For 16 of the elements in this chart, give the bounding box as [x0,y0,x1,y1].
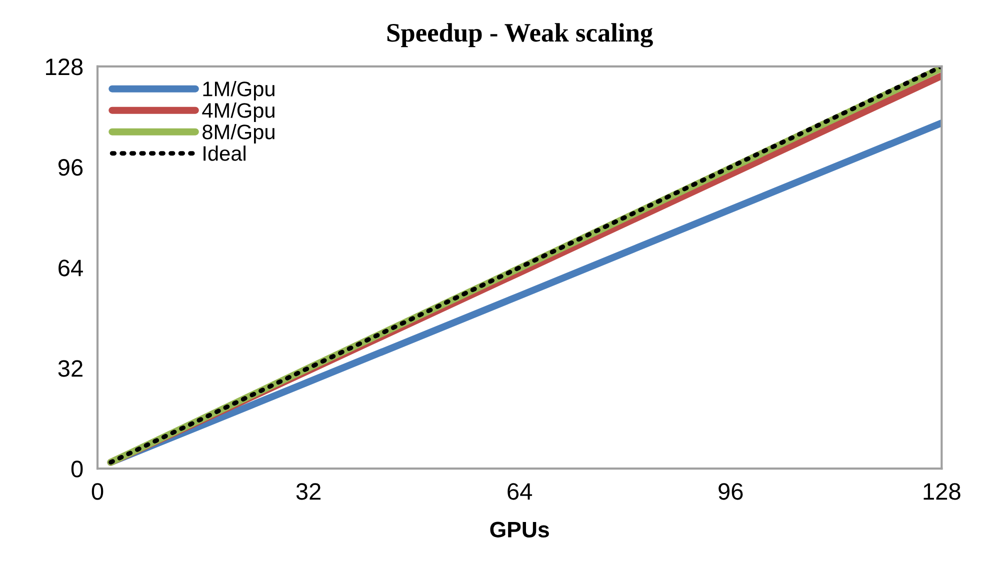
x-tick-label: 64 [508,483,532,500]
chart-title: Speedup - Weak scaling [387,23,653,48]
x-tick-label: 96 [718,483,743,500]
x-tick-label: 128 [924,483,960,500]
x-axis-title: GPUs [490,522,549,538]
y-tick-label: 128 [46,58,83,76]
y-tick-label: 32 [58,360,82,377]
legend-label: 1M/Gpu [203,81,274,100]
legend-label: Ideal [204,146,246,161]
x-tick-label: 32 [296,483,320,500]
legend-label: 4M/Gpu [202,102,274,122]
x-tick-label: 0 [92,483,104,500]
y-tick-label: 96 [58,159,83,176]
y-tick-label: 64 [58,260,83,276]
legend-label: 8M/Gpu [202,124,274,144]
y-tick-label: 0 [71,460,83,478]
